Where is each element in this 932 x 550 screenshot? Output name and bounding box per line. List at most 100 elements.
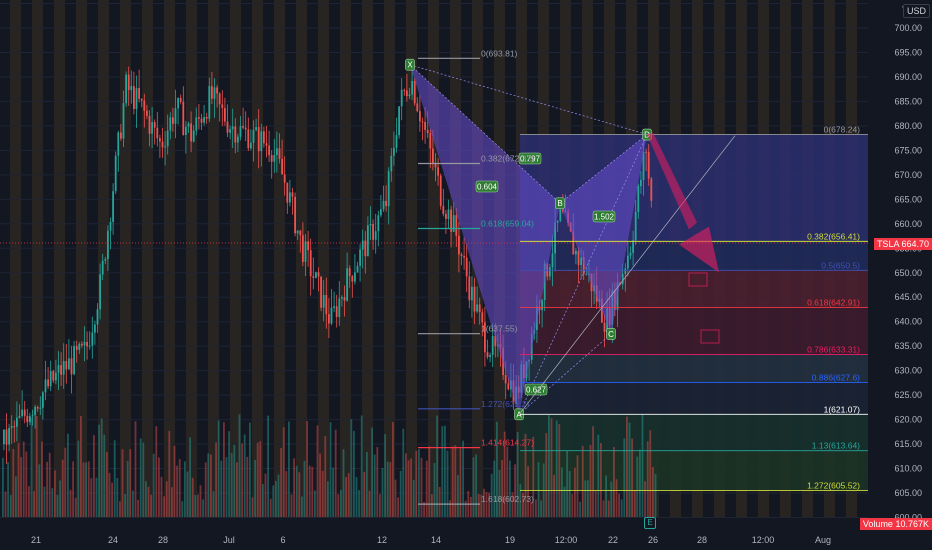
candle-body — [460, 254, 463, 256]
volume-bar — [652, 467, 654, 517]
volume-bar — [160, 476, 163, 517]
volume-bar — [301, 496, 303, 517]
earnings-icon[interactable]: E — [644, 517, 656, 529]
volume-bar — [93, 435, 95, 517]
session-band — [54, 0, 65, 517]
volume-bar — [269, 498, 272, 517]
volume-bar — [407, 460, 410, 517]
volume-bar — [306, 420, 308, 517]
candle-body — [247, 129, 250, 149]
session-band — [208, 0, 219, 517]
volume-bar — [80, 416, 82, 517]
candle-body — [135, 87, 138, 109]
candle-body — [367, 225, 369, 257]
volume-bar — [230, 452, 233, 517]
volume-bar — [433, 463, 436, 517]
candle-body — [603, 322, 606, 332]
candle-body — [140, 98, 143, 101]
fib-zone — [520, 354, 868, 383]
pattern-point-badge — [555, 197, 565, 210]
volume-bar — [438, 486, 441, 517]
volume-bar — [428, 446, 431, 517]
candle-body — [252, 130, 255, 143]
candle-body — [195, 117, 198, 131]
candle-body — [44, 379, 47, 393]
fib-zone — [520, 307, 868, 355]
volume-bar — [475, 454, 477, 517]
volume-bar — [106, 452, 108, 517]
candle-body — [229, 129, 231, 133]
candle-body — [286, 182, 289, 203]
price-tick-label: 645.00 — [894, 292, 922, 302]
price-tick-label: 630.00 — [894, 366, 922, 376]
volume-bar — [384, 434, 386, 517]
pattern-ratio-badge — [524, 383, 548, 396]
volume-bar — [563, 486, 566, 517]
pattern-ratio-label: 0.797 — [520, 155, 541, 164]
candle-body — [216, 87, 218, 94]
fib-xa-label: 1.272(622.2) — [481, 399, 529, 409]
volume-bar — [626, 416, 628, 517]
volume-bar — [74, 497, 77, 517]
volume-bar — [4, 491, 7, 517]
candle-body — [270, 155, 273, 162]
volume-bar — [594, 489, 597, 517]
candle-body — [73, 346, 75, 375]
candle-body — [130, 86, 133, 91]
candle-body — [328, 314, 330, 324]
volume-bar — [95, 477, 98, 517]
fib-levels: 0(693.81) 0.382(672.32) 0.618(659.04) 1(637… — [418, 48, 868, 505]
candle-body — [122, 103, 125, 139]
session-band — [76, 0, 87, 517]
fib-xa-label: 1.618(602.73) — [481, 494, 534, 504]
volume-bar — [405, 453, 407, 517]
volume-bar — [259, 441, 262, 517]
time-tick-label: 19 — [505, 535, 515, 545]
candle-body — [68, 358, 70, 370]
fib-xa-label: 0.618(659.04) — [481, 218, 534, 228]
volume-bar — [158, 457, 160, 517]
volume-bar — [451, 446, 454, 517]
volume-bar — [358, 490, 360, 517]
candle-body — [185, 126, 187, 136]
candle-body — [330, 307, 333, 324]
volume-bar — [176, 465, 178, 517]
volume-bar — [540, 500, 542, 517]
candle-body — [257, 127, 260, 152]
volume-bar — [316, 425, 319, 517]
volume-bar — [243, 434, 246, 517]
time-tick-label: 24 — [108, 535, 118, 545]
pattern-ratio-badge — [518, 152, 542, 165]
candle-body — [385, 200, 387, 207]
candle-body — [109, 221, 112, 231]
volume-bar — [121, 449, 124, 517]
candle-body — [198, 117, 200, 119]
candle-body — [153, 122, 156, 128]
fib-zone — [520, 414, 868, 451]
volume-bar — [319, 453, 321, 517]
pattern-diagonal — [409, 64, 648, 135]
volume-bar — [644, 481, 646, 517]
candle-body — [585, 273, 588, 275]
volume-bar — [571, 493, 574, 517]
session-band — [186, 0, 197, 517]
price-axis-bg — [868, 0, 932, 550]
volume-bar — [584, 480, 587, 517]
candle-body — [335, 306, 338, 317]
candle-body — [419, 111, 421, 122]
volume-bar — [410, 458, 412, 517]
xabcd-pattern[interactable]: X A B C D 0.797 0.604 1.502 0.627 — [405, 58, 652, 421]
time-tick-label: 22 — [608, 535, 618, 545]
session-band — [318, 0, 329, 517]
volume-bar — [290, 494, 293, 517]
candle-body — [413, 80, 416, 104]
volume-bar — [441, 426, 444, 517]
volume-bar — [220, 460, 223, 517]
candle-body — [101, 260, 104, 275]
currency-label[interactable]: USD — [902, 4, 930, 18]
volume-bar — [566, 450, 568, 517]
candle-body — [190, 123, 192, 142]
volume-bar — [381, 468, 384, 517]
candle-body — [637, 186, 640, 212]
